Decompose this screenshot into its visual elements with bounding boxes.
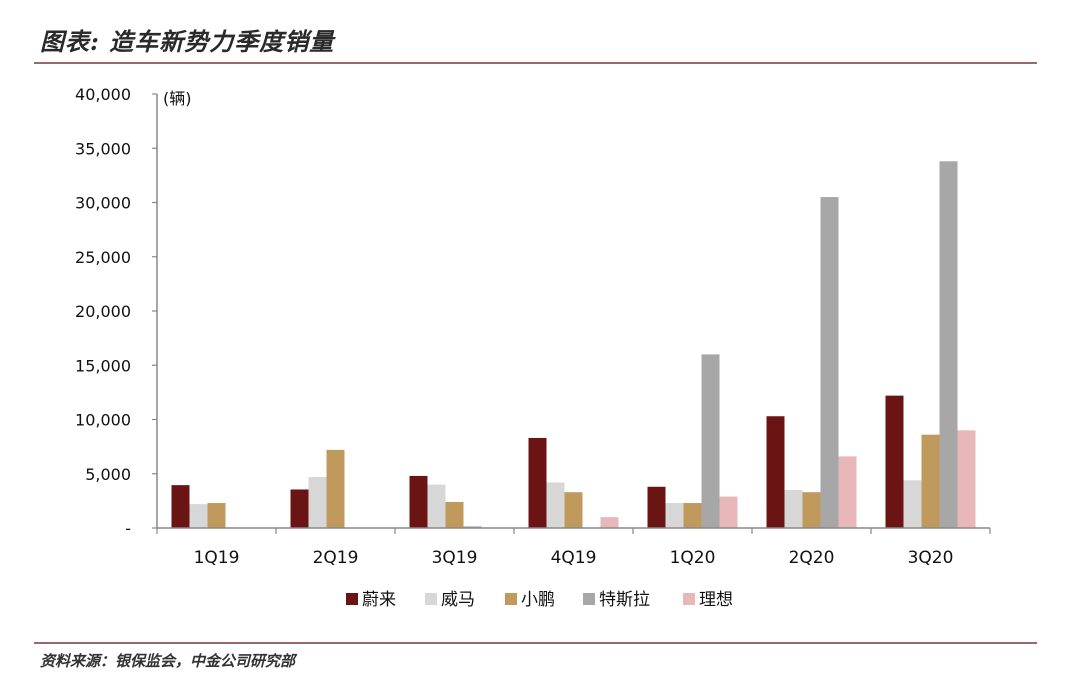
x-category-label: 3Q20 bbox=[908, 548, 954, 568]
bar-4Q19-理想 bbox=[600, 517, 619, 528]
x-category-label: 1Q19 bbox=[194, 548, 240, 568]
legend-swatch bbox=[683, 593, 695, 605]
bar-2Q20-威马 bbox=[784, 490, 803, 528]
x-category-label: 3Q19 bbox=[432, 548, 478, 568]
y-tick-label: 40,000 bbox=[75, 85, 131, 104]
x-category-label: 2Q20 bbox=[789, 548, 835, 568]
legend-label: 理想 bbox=[699, 590, 733, 610]
bar-1Q20-蔚来 bbox=[647, 486, 666, 528]
legend-swatch bbox=[346, 593, 358, 605]
y-tick-label: 25,000 bbox=[75, 248, 131, 267]
bar-chart: - 5,000 10,000 15,000 20,000 25,000 30,000 35,0… bbox=[75, 85, 991, 610]
y-tick-label: 35,000 bbox=[75, 139, 131, 158]
x-category-label: 2Q19 bbox=[313, 548, 359, 568]
bar-3Q20-小鹏 bbox=[921, 434, 940, 528]
bar-2Q20-理想 bbox=[838, 456, 857, 528]
bar-4Q19-威马 bbox=[546, 482, 565, 528]
y-tick-label: 30,000 bbox=[75, 194, 131, 213]
bar-2Q20-特斯拉 bbox=[820, 197, 839, 528]
bar-1Q20-特斯拉 bbox=[701, 354, 720, 528]
x-category-label: 1Q20 bbox=[670, 548, 716, 568]
bar-4Q19-蔚来 bbox=[528, 437, 547, 528]
legend-swatch bbox=[425, 593, 437, 605]
y-axis-unit-label: (辆) bbox=[163, 89, 192, 108]
bar-3Q20-蔚来 bbox=[885, 395, 904, 528]
y-tick-label: 15,000 bbox=[75, 356, 131, 375]
bar-1Q20-理想 bbox=[719, 496, 738, 528]
bar-2Q20-蔚来 bbox=[766, 416, 785, 528]
bar-3Q19-威马 bbox=[427, 484, 446, 528]
bar-2Q19-蔚来 bbox=[290, 489, 309, 528]
bar-1Q19-蔚来 bbox=[171, 485, 190, 528]
legend-label: 特斯拉 bbox=[599, 590, 650, 610]
legend-label: 威马 bbox=[441, 590, 475, 610]
bar-3Q20-理想 bbox=[957, 430, 976, 528]
legend-label: 蔚来 bbox=[362, 590, 396, 610]
bar-3Q20-特斯拉 bbox=[939, 161, 958, 528]
bar-2Q20-小鹏 bbox=[802, 492, 821, 528]
bar-3Q19-小鹏 bbox=[445, 501, 464, 528]
y-tick-label: 20,000 bbox=[75, 302, 131, 321]
bar-4Q19-小鹏 bbox=[564, 492, 583, 528]
y-tick-label: 5,000 bbox=[85, 465, 131, 484]
bar-3Q20-威马 bbox=[903, 480, 922, 528]
bar-3Q19-特斯拉 bbox=[463, 526, 482, 528]
bar-2Q19-小鹏 bbox=[326, 449, 345, 528]
legend-swatch bbox=[583, 593, 595, 605]
legend-swatch bbox=[505, 593, 517, 605]
bar-3Q19-蔚来 bbox=[409, 475, 428, 528]
bar-1Q20-威马 bbox=[665, 503, 684, 528]
source-note: 资料来源：银保监会，中金公司研究部 bbox=[40, 652, 296, 670]
title-divider bbox=[34, 62, 1037, 64]
source-divider bbox=[34, 642, 1037, 644]
legend-label: 小鹏 bbox=[521, 590, 555, 610]
bar-1Q19-小鹏 bbox=[207, 503, 226, 528]
x-category-label: 4Q19 bbox=[551, 548, 597, 568]
chart-title: 图表: 造车新势力季度销量 bbox=[40, 27, 335, 56]
y-tick-label: - bbox=[125, 519, 131, 538]
bar-1Q20-小鹏 bbox=[683, 503, 702, 528]
bar-1Q19-威马 bbox=[189, 504, 208, 528]
y-tick-label: 10,000 bbox=[75, 411, 131, 430]
bar-2Q19-威马 bbox=[308, 477, 327, 528]
